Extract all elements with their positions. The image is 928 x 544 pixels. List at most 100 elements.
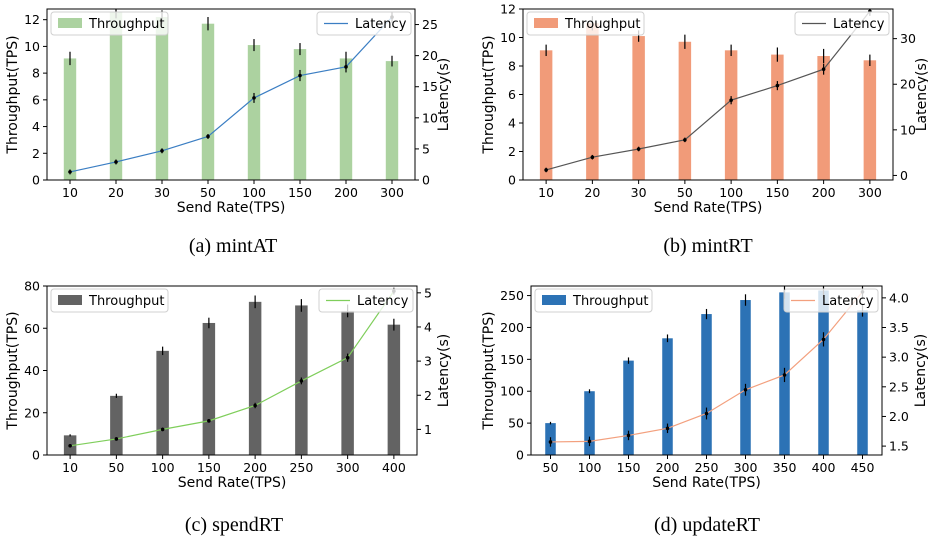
y2-axis-label: Latency(s) [914,58,928,132]
latency-point [160,148,164,153]
y2-tick-label: 25 [422,17,438,32]
latency-point [544,168,548,172]
y2-tick-label: 10 [900,122,916,137]
y2-tick-label: 2.5 [889,379,909,394]
y-axis-label: Throughput(TPS) [5,311,21,430]
y-axis-label: Throughput(TPS) [481,35,497,154]
y-tick-label: 0 [32,448,40,463]
latency-point [590,155,595,159]
legend-box [50,11,169,36]
axes-frame [46,8,416,181]
latency-point [636,147,641,151]
legend-swatch [542,295,566,305]
x-tick-label: 100 [151,460,175,475]
x-tick-label: 150 [617,460,641,475]
y2-tick-label: 3 [424,354,432,369]
y2-tick-label: 10 [422,110,438,125]
legend-latency: Latency [783,288,879,313]
throughput-bar [678,41,692,180]
latency-point [298,73,302,78]
throughput-bar [863,60,877,180]
x-axis-label: Send Rate(TPS) [652,475,761,491]
latency-point [252,96,256,100]
throughput-bar [586,23,599,180]
y2-tick-label: 5 [422,141,430,156]
x-tick-label: 20 [108,185,124,200]
latency-point [548,440,553,444]
chart-a: 10 20 30 50 100 150 200 300 0 2 4 6 8 10 12 0 5 10 15 20 25 S… [5,8,452,257]
throughput-bar [662,338,673,455]
legend-latency: Latency [794,11,890,36]
y-axis-label: Throughput(TPS) [5,35,21,154]
x-tick-label: 400 [382,460,406,475]
x-tick-label: 300 [380,185,404,200]
throughput-bar [202,322,216,455]
y2-tick-label: 4.0 [889,290,909,305]
throughput-bar [857,310,868,455]
legend-label: Throughput [572,294,649,309]
throughput-bar [63,58,77,180]
y-axis-label: Throughput(TPS) [481,311,497,430]
x-tick-label: 200 [243,460,267,475]
y-tick-label: 12 [500,2,516,17]
x-tick-label: 300 [336,460,360,475]
latency-line [545,10,871,171]
x-tick-label: 150 [197,460,221,475]
latency-point [626,433,631,438]
throughput-bar [247,45,261,180]
x-tick-label: 30 [154,185,170,200]
y-tick-label: 0 [508,173,516,188]
legend-box [318,288,414,313]
x-tick-label: 250 [289,460,313,475]
plot-area [63,9,399,180]
y2-tick-label: 0 [422,173,430,188]
y2-tick-label: 3.0 [889,350,909,365]
latency-point [775,83,780,88]
y-tick-label: 80 [24,279,40,294]
throughput-bar [248,301,262,455]
throughput-bar [387,324,401,455]
x-tick-label: 20 [584,185,600,200]
latency-point [782,373,787,377]
x-tick-label: 50 [543,460,559,475]
x-tick-label: 50 [677,185,693,200]
y2-tick-label: 0 [900,168,908,183]
y2-tick-label: 3.5 [889,320,909,335]
y-tick-label: 250 [500,288,524,303]
y-tick-label: 4 [508,116,516,131]
y-tick-label: 4 [32,119,40,134]
throughput-bar [740,300,751,455]
latency-point [665,426,670,431]
x-tick-label: 50 [200,185,216,200]
latency-point [206,134,210,139]
chart-c: 10 50 100 150 200 250 300 400 0 20 40 60 80 1 2 3 4 5 Send… [5,279,452,537]
x-tick-label: 100 [719,185,743,200]
latency-point [253,403,257,408]
y-tick-label: 200 [500,320,524,335]
latency-point [207,419,211,423]
throughput-bar [584,391,595,455]
legend-label: Latency [833,17,885,32]
throughput-bar [771,54,784,180]
throughput-bar [201,23,215,180]
legend-latency: Latency [318,288,414,313]
latency-point [345,355,350,360]
throughput-bar [109,11,123,180]
plot-area [545,286,868,455]
x-tick-label: 400 [812,460,836,475]
legend-throughput: Throughput [50,288,169,313]
legend-throughput: Throughput [534,288,653,313]
y-tick-label: 12 [24,12,40,27]
throughput-bar [623,360,634,455]
y-tick-label: 10 [500,30,516,45]
latency-line [70,290,395,447]
throughput-bar [701,314,712,455]
plot-area [63,287,401,455]
x-tick-label: 450 [851,460,875,475]
legend-label: Throughput [564,17,641,32]
x-tick-label: 10 [62,460,78,475]
y2-tick-label: 4 [424,319,432,334]
throughput-bar [632,36,645,180]
legend-label: Latency [355,17,407,32]
throughput-bar [155,17,169,180]
